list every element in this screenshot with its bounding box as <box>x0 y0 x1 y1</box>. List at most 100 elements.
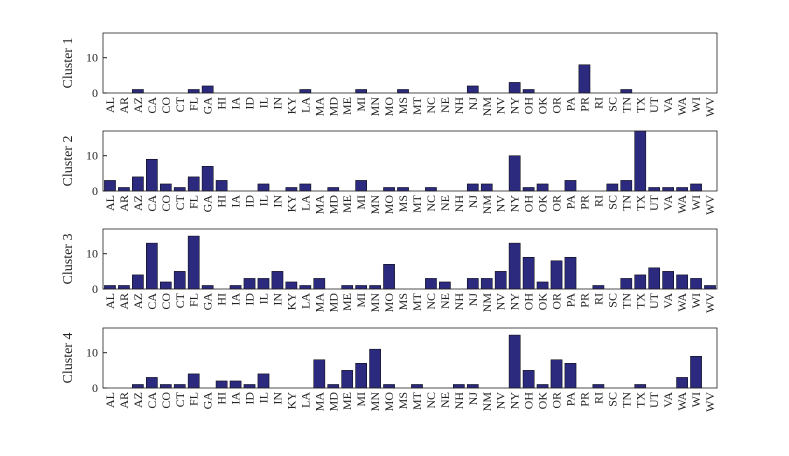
x-tick-label: WI <box>689 392 703 407</box>
x-tick-label: AL <box>103 293 117 309</box>
bar <box>383 384 395 389</box>
x-tick-label: IL <box>256 97 270 108</box>
bar <box>104 180 116 192</box>
x-tick-label: ME <box>340 293 354 311</box>
x-tick-label: OR <box>550 293 564 310</box>
bar <box>453 384 465 389</box>
x-tick-label: UT <box>647 391 661 408</box>
x-tick-label: NM <box>480 195 494 215</box>
x-tick-label: NH <box>452 195 466 213</box>
bar <box>397 187 409 192</box>
x-tick-label: MA <box>312 195 326 215</box>
x-tick-label: LA <box>298 195 312 211</box>
bar <box>690 278 702 290</box>
x-tick-label: WA <box>675 392 689 411</box>
bar <box>522 187 535 192</box>
x-tick-label: IN <box>270 392 284 405</box>
x-tick-label: VA <box>661 195 675 211</box>
x-tick-label: FL <box>187 392 201 406</box>
x-tick-label: NC <box>424 195 438 212</box>
x-tick-label: OH <box>522 293 536 311</box>
x-tick-label: NH <box>452 293 466 311</box>
x-tick-label: IA <box>229 392 243 405</box>
x-tick-label: NV <box>494 392 508 410</box>
x-tick-label: NE <box>438 293 452 309</box>
bar <box>369 348 381 389</box>
x-tick-label: OH <box>522 97 536 115</box>
bar <box>355 285 367 290</box>
x-tick-label: NJ <box>466 293 480 307</box>
x-tick-label: ID <box>243 293 257 306</box>
x-tick-label: PR <box>577 392 591 407</box>
x-tick-label: NV <box>494 195 508 213</box>
x-tick-label: MI <box>354 195 368 210</box>
bar <box>536 384 549 389</box>
bar <box>243 384 256 389</box>
x-tick-label: OH <box>522 195 536 213</box>
x-tick-label: WI <box>689 195 703 210</box>
bar <box>578 64 591 94</box>
bar <box>508 82 521 94</box>
bar <box>439 281 451 290</box>
x-tick-label: CA <box>145 293 159 310</box>
x-tick-label: OK <box>536 195 550 213</box>
x-tick-label: WV <box>703 392 717 412</box>
bar <box>132 89 144 94</box>
y-tick-label: 10 <box>86 149 98 163</box>
x-tick-label: CA <box>145 97 159 114</box>
bar <box>690 355 702 389</box>
bar <box>564 363 577 389</box>
x-tick-label: NC <box>424 97 438 114</box>
bar <box>662 187 674 192</box>
bar <box>341 285 354 290</box>
bar <box>313 359 326 389</box>
x-tick-label: AR <box>117 392 131 409</box>
bar <box>550 359 563 389</box>
x-tick-label: OK <box>536 97 550 115</box>
x-tick-label: AL <box>103 195 117 211</box>
x-tick-label: ME <box>340 97 354 115</box>
x-tick-label: WI <box>689 293 703 308</box>
x-tick-label: WV <box>703 195 717 215</box>
bar <box>676 274 688 290</box>
bar <box>187 176 200 192</box>
x-tick-label: NY <box>508 195 522 213</box>
x-tick-label: TN <box>619 392 633 408</box>
bar <box>466 183 479 192</box>
x-tick-label: IA <box>229 97 243 110</box>
bar <box>215 180 228 192</box>
x-tick-label: MS <box>396 293 410 310</box>
bar <box>299 183 312 192</box>
x-tick-label: SC <box>605 195 619 210</box>
bar <box>592 384 605 389</box>
x-tick-label: IL <box>256 392 270 403</box>
x-tick-label: SC <box>605 97 619 112</box>
x-tick-label: CT <box>173 391 187 407</box>
bar <box>536 183 549 192</box>
x-tick-label: OR <box>550 97 564 114</box>
x-tick-label: NC <box>424 293 438 310</box>
x-tick-label: MO <box>382 293 396 313</box>
bar <box>132 176 144 192</box>
y-axis-label: Cluster 3 <box>61 234 76 285</box>
x-tick-label: PA <box>563 97 577 112</box>
y-axis-label: Cluster 2 <box>61 136 76 187</box>
x-tick-label: MA <box>312 392 326 412</box>
bar <box>536 281 549 290</box>
x-tick-label: CT <box>173 96 187 112</box>
x-tick-label: WA <box>675 195 689 214</box>
x-tick-label: ID <box>243 97 257 110</box>
bar <box>508 155 521 192</box>
x-tick-label: IN <box>270 293 284 306</box>
bar <box>564 256 577 290</box>
bar <box>355 363 367 389</box>
x-tick-label: KY <box>284 97 298 115</box>
bar <box>466 384 479 389</box>
x-tick-label: IA <box>229 293 243 306</box>
x-tick-label: NY <box>508 392 522 410</box>
bar <box>606 183 619 192</box>
x-tick-label: GA <box>201 293 215 311</box>
bar <box>229 380 242 389</box>
x-tick-label: AZ <box>131 97 145 113</box>
